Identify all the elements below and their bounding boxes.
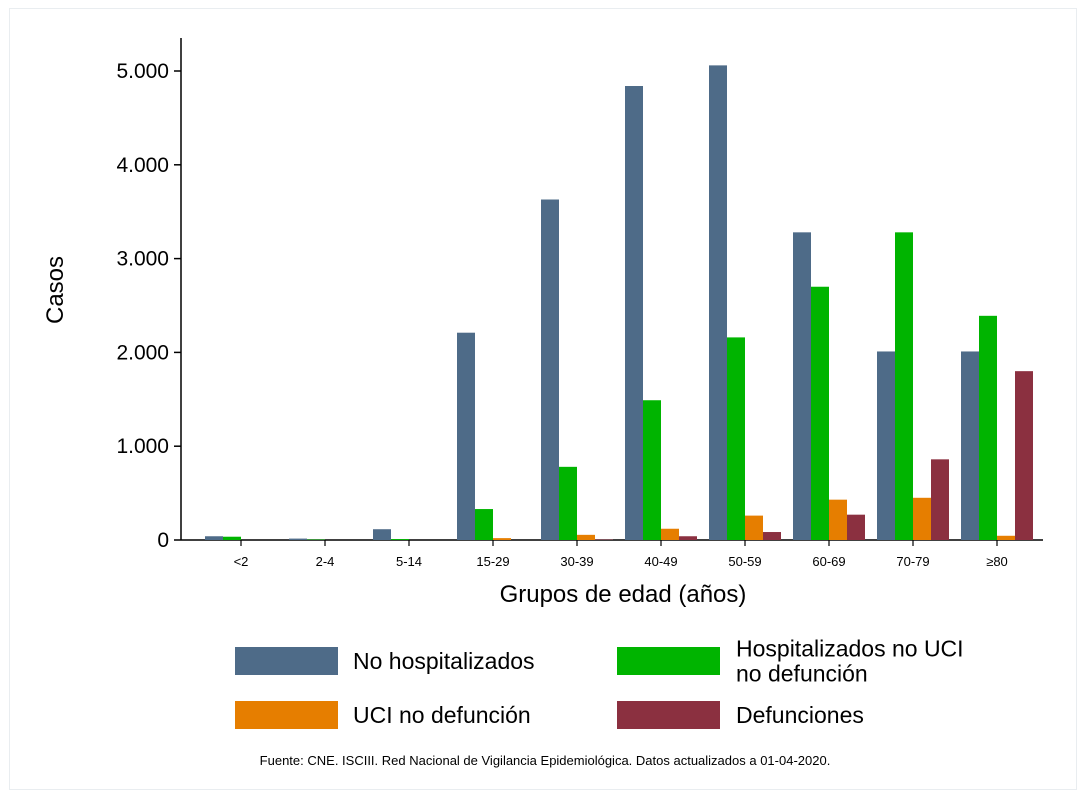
bar-0-9 xyxy=(961,351,979,540)
bar-0-8 xyxy=(877,351,895,540)
bar-1-8 xyxy=(895,232,913,540)
x-tick-label: 5-14 xyxy=(396,554,422,569)
bar-0-5 xyxy=(625,86,643,541)
y-axis-title: Casos xyxy=(42,256,69,324)
x-tick-label: 50-59 xyxy=(728,554,761,569)
bar-1-4 xyxy=(559,466,577,540)
legend-label-3: Defunciones xyxy=(736,702,864,728)
bar-2-6 xyxy=(745,515,763,540)
x-tick-label: <2 xyxy=(234,554,249,569)
x-tick-label: 15-29 xyxy=(476,554,509,569)
bar-1-2 xyxy=(391,539,409,540)
bar-0-4 xyxy=(541,199,559,541)
bar-2-9 xyxy=(997,535,1015,540)
chart-frame xyxy=(9,8,1077,790)
y-tick-label: 3.000 xyxy=(116,248,169,271)
legend-swatch-3 xyxy=(617,701,720,729)
y-axis: 0 1.000 2.000 3.000 4.000 5.000 xyxy=(116,38,182,552)
y-tick-label: 2.000 xyxy=(116,341,169,364)
x-tick-label: 2-4 xyxy=(316,554,335,569)
legend-swatch-0 xyxy=(235,647,338,675)
legend-label-1: Hospitalizados no UCI xyxy=(736,636,964,662)
legend-label-2: UCI no defunción xyxy=(353,702,531,728)
x-axis: <2 2-4 5-14 15-29 30-39 40-49 50-59 60-69 70-79 ≥… xyxy=(181,539,1043,569)
x-tick-label: ≥80 xyxy=(986,554,1008,569)
x-axis-title: Grupos de edad (años) xyxy=(500,581,747,608)
bar-1-9 xyxy=(979,315,997,540)
y-tick-label: 5.000 xyxy=(116,60,169,83)
x-tick-label: 30-39 xyxy=(560,554,593,569)
bar-3-9 xyxy=(1015,371,1033,540)
legend-label-1: no defunción xyxy=(736,661,868,687)
bar-2-3 xyxy=(493,538,511,540)
y-tick-label: 1.000 xyxy=(116,435,169,458)
x-tick-label: 40-49 xyxy=(644,554,677,569)
bar-2-5 xyxy=(661,528,679,540)
bar-3-7 xyxy=(847,514,865,540)
legend: No hospitalizados Hospitalizados no UCIno… xyxy=(235,636,964,729)
bars xyxy=(205,65,1033,541)
source-note: Fuente: CNE. ISCIII. Red Nacional de Vig… xyxy=(260,753,831,768)
bar-3-8 xyxy=(931,459,949,540)
bar-1-5 xyxy=(643,400,661,540)
legend-swatch-2 xyxy=(235,701,338,729)
bar-3-6 xyxy=(763,532,781,540)
bar-0-2 xyxy=(373,529,391,540)
bar-2-8 xyxy=(913,497,931,540)
bar-1-7 xyxy=(811,286,829,540)
x-tick-label: 60-69 xyxy=(812,554,845,569)
y-tick-label: 4.000 xyxy=(116,154,169,177)
bar-0-3 xyxy=(457,332,475,540)
bar-2-4 xyxy=(577,534,595,540)
bar-1-6 xyxy=(727,337,745,540)
bar-0-7 xyxy=(793,232,811,540)
bar-3-5 xyxy=(679,536,697,540)
legend-label-0: No hospitalizados xyxy=(353,648,535,674)
legend-swatch-1 xyxy=(617,647,720,675)
y-tick-label: 0 xyxy=(157,529,169,552)
bar-1-0 xyxy=(223,536,241,540)
bar-0-1 xyxy=(289,538,307,540)
bar-0-6 xyxy=(709,65,727,540)
bar-2-7 xyxy=(829,499,847,540)
bar-1-3 xyxy=(475,509,493,540)
x-tick-label: 70-79 xyxy=(896,554,929,569)
bar-0-0 xyxy=(205,536,223,540)
